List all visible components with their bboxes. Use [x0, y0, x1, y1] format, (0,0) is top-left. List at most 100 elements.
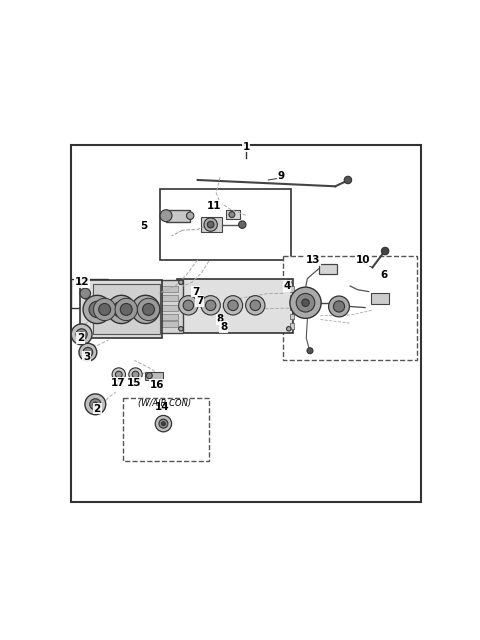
- Bar: [161, 286, 178, 292]
- Circle shape: [93, 402, 97, 406]
- Bar: [283, 256, 417, 360]
- Circle shape: [94, 307, 100, 312]
- Circle shape: [143, 303, 155, 316]
- Circle shape: [223, 296, 243, 315]
- Circle shape: [83, 348, 93, 357]
- Circle shape: [76, 329, 87, 340]
- Text: 6: 6: [380, 270, 387, 280]
- Text: 5: 5: [140, 221, 147, 232]
- Circle shape: [80, 288, 91, 299]
- Text: 15: 15: [127, 378, 142, 388]
- Bar: [290, 286, 294, 292]
- Bar: [145, 372, 163, 380]
- Circle shape: [146, 372, 152, 379]
- Bar: [290, 323, 294, 329]
- Circle shape: [290, 287, 321, 318]
- Circle shape: [85, 394, 106, 415]
- Bar: [166, 210, 190, 221]
- Text: 7: 7: [196, 296, 203, 306]
- Circle shape: [79, 343, 97, 361]
- Circle shape: [132, 295, 160, 324]
- Text: 2: 2: [77, 333, 84, 343]
- Circle shape: [246, 296, 265, 315]
- Text: 3: 3: [83, 352, 90, 362]
- Bar: [226, 210, 240, 220]
- Circle shape: [204, 218, 217, 231]
- Circle shape: [179, 296, 198, 315]
- Bar: [290, 314, 294, 319]
- Text: 8: 8: [216, 314, 224, 324]
- Circle shape: [99, 303, 110, 316]
- Circle shape: [228, 300, 238, 310]
- Text: (W/AIR CON): (W/AIR CON): [138, 399, 191, 408]
- Circle shape: [183, 300, 193, 310]
- Circle shape: [143, 307, 148, 312]
- Circle shape: [115, 371, 122, 378]
- Bar: [161, 305, 178, 310]
- Circle shape: [179, 326, 183, 331]
- Circle shape: [71, 324, 92, 345]
- Bar: [160, 189, 290, 260]
- Circle shape: [137, 298, 160, 321]
- Bar: [94, 284, 160, 334]
- Bar: [161, 295, 178, 301]
- Bar: [161, 321, 178, 327]
- Circle shape: [186, 212, 194, 220]
- Text: 17: 17: [110, 378, 125, 388]
- Circle shape: [159, 419, 168, 428]
- Bar: [161, 314, 178, 320]
- Circle shape: [132, 371, 139, 378]
- Text: 13: 13: [306, 255, 320, 265]
- Bar: [158, 280, 183, 333]
- Circle shape: [205, 300, 216, 310]
- Circle shape: [155, 415, 172, 432]
- Circle shape: [129, 368, 142, 381]
- Circle shape: [119, 307, 124, 312]
- Text: 7: 7: [192, 287, 200, 296]
- Text: 12: 12: [75, 277, 90, 287]
- Circle shape: [207, 221, 214, 228]
- Text: 2: 2: [94, 404, 101, 414]
- Circle shape: [296, 293, 315, 312]
- Circle shape: [382, 247, 389, 255]
- Bar: [123, 397, 209, 461]
- Bar: [177, 278, 292, 333]
- Bar: [290, 305, 294, 310]
- Text: 1: 1: [242, 141, 250, 152]
- Circle shape: [229, 212, 235, 218]
- Circle shape: [307, 348, 313, 354]
- Circle shape: [120, 303, 132, 316]
- Bar: [371, 293, 389, 304]
- Circle shape: [302, 299, 309, 307]
- Text: 14: 14: [155, 402, 169, 412]
- Circle shape: [83, 295, 111, 324]
- Circle shape: [113, 301, 130, 317]
- Circle shape: [112, 368, 125, 381]
- Bar: [319, 264, 337, 274]
- Circle shape: [160, 210, 172, 221]
- Circle shape: [179, 280, 183, 285]
- Circle shape: [329, 296, 349, 317]
- Bar: [71, 278, 108, 308]
- Circle shape: [287, 326, 291, 331]
- Bar: [202, 217, 222, 232]
- Circle shape: [344, 176, 352, 184]
- Text: 9: 9: [278, 172, 285, 181]
- Circle shape: [287, 280, 291, 285]
- Text: 4: 4: [283, 281, 290, 291]
- Circle shape: [239, 221, 246, 228]
- Circle shape: [89, 301, 106, 317]
- Text: 8: 8: [220, 322, 228, 332]
- Circle shape: [334, 301, 345, 312]
- Text: 16: 16: [149, 380, 164, 390]
- Circle shape: [162, 422, 165, 426]
- Bar: [81, 280, 162, 338]
- Circle shape: [115, 298, 137, 321]
- Bar: [290, 295, 294, 301]
- Circle shape: [201, 296, 220, 315]
- Text: 11: 11: [207, 201, 222, 211]
- Text: 10: 10: [356, 255, 371, 265]
- Circle shape: [94, 298, 116, 321]
- Circle shape: [250, 300, 261, 310]
- Circle shape: [107, 295, 135, 324]
